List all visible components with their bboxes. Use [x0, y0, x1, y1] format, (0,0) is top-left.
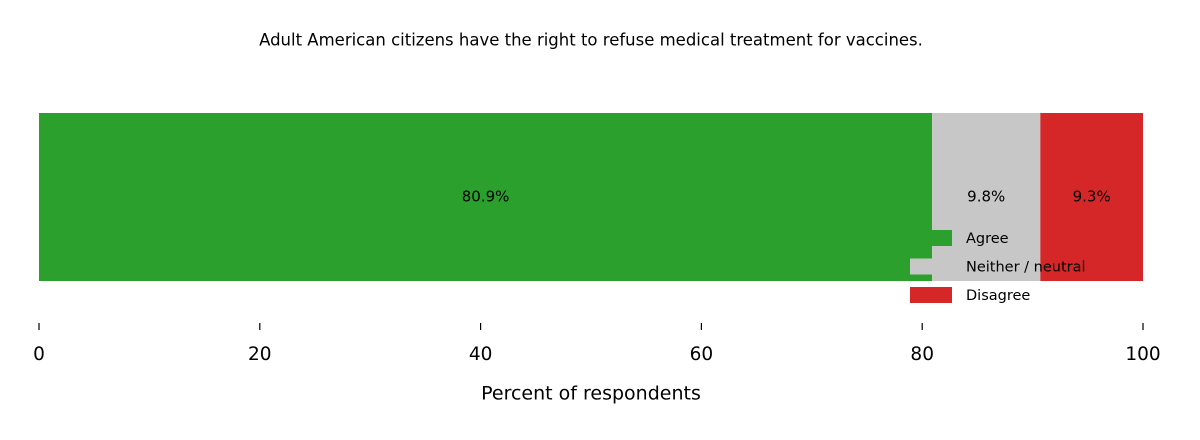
- bar-segment: [1040, 113, 1143, 281]
- chart-title: Adult American citizens have the right t…: [259, 31, 923, 50]
- x-tick-label: 20: [248, 344, 272, 365]
- data-label: 9.3%: [1073, 188, 1111, 206]
- data-label: 9.8%: [967, 188, 1005, 206]
- legend-label: Agree: [966, 231, 1009, 247]
- x-axis-label: Percent of respondents: [481, 383, 701, 405]
- x-tick-label: 40: [469, 344, 493, 365]
- bar-segment: [932, 113, 1041, 281]
- x-tick-label: 100: [1125, 344, 1160, 365]
- x-tick-label: 60: [690, 344, 714, 365]
- legend-swatch: [910, 230, 952, 246]
- legend-swatch: [910, 287, 952, 303]
- legend-label: Neither / neutral: [966, 260, 1086, 276]
- data-label: 80.9%: [462, 188, 510, 206]
- x-tick-label: 0: [33, 344, 45, 365]
- x-tick-label: 80: [910, 344, 934, 365]
- legend-label: Disagree: [966, 288, 1030, 304]
- bar-segment: [39, 113, 933, 281]
- legend-swatch: [910, 258, 952, 275]
